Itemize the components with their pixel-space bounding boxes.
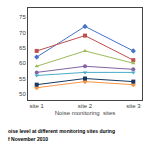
svg-text:site 1: site 1 — [30, 103, 45, 109]
svg-text:70: 70 — [19, 30, 26, 36]
svg-text:55: 55 — [19, 76, 26, 82]
svg-text:site 3: site 3 — [126, 103, 141, 109]
svg-text:75: 75 — [19, 14, 26, 20]
svg-text:oise level at different monito: oise level at different monitoring sites… — [8, 128, 115, 134]
svg-text:50: 50 — [19, 91, 26, 97]
svg-text:65: 65 — [19, 45, 26, 51]
svg-text:60: 60 — [19, 60, 26, 66]
svg-text:Noise monitoring sites: Noise monitoring sites — [55, 110, 116, 116]
svg-text:f November 2010: f November 2010 — [8, 136, 48, 142]
svg-text:site 2: site 2 — [78, 103, 93, 109]
